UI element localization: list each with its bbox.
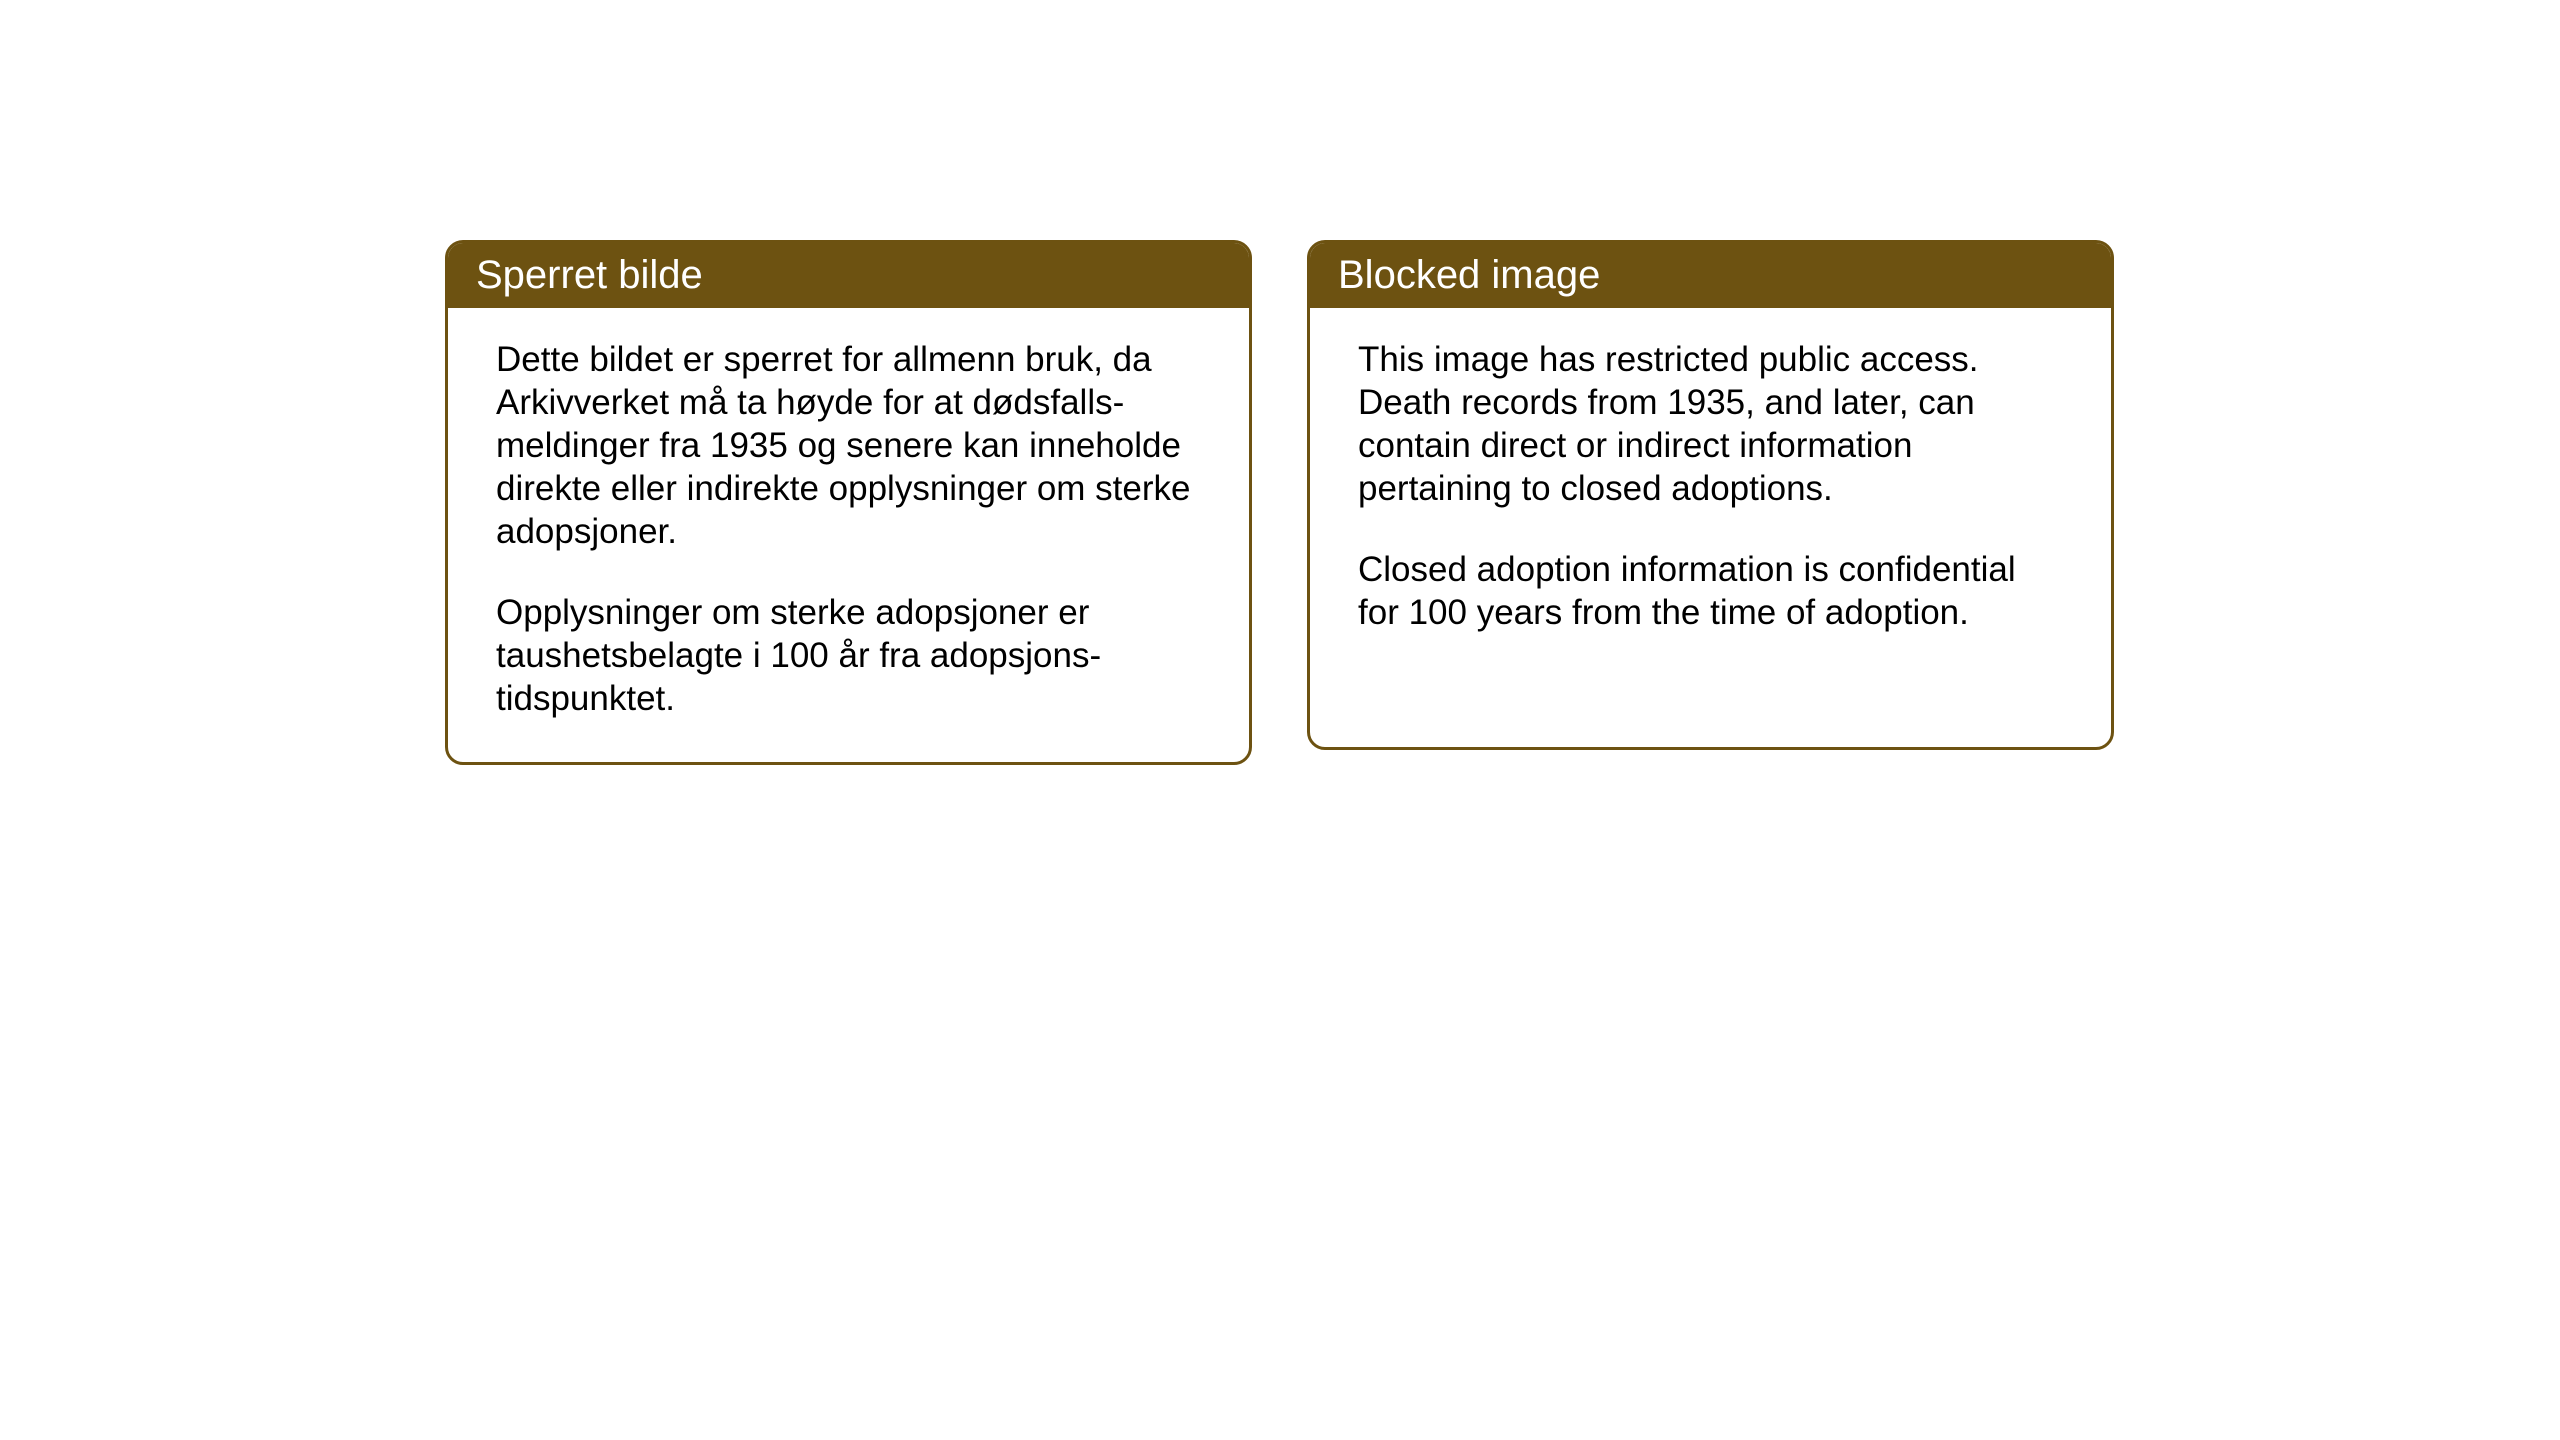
- notice-container: Sperret bilde Dette bildet er sperret fo…: [445, 240, 2114, 765]
- notice-body-norwegian: Dette bildet er sperret for allmenn bruk…: [448, 308, 1249, 762]
- notice-header-english: Blocked image: [1310, 243, 2111, 308]
- notice-card-norwegian: Sperret bilde Dette bildet er sperret fo…: [445, 240, 1252, 765]
- notice-body-english: This image has restricted public access.…: [1310, 308, 2111, 676]
- notice-paragraph-2-norwegian: Opplysninger om sterke adopsjoner er tau…: [496, 591, 1201, 720]
- notice-title-norwegian: Sperret bilde: [476, 253, 703, 297]
- notice-paragraph-2-english: Closed adoption information is confident…: [1358, 548, 2063, 634]
- notice-header-norwegian: Sperret bilde: [448, 243, 1249, 308]
- notice-title-english: Blocked image: [1338, 253, 1600, 297]
- notice-paragraph-1-norwegian: Dette bildet er sperret for allmenn bruk…: [496, 338, 1201, 553]
- notice-card-english: Blocked image This image has restricted …: [1307, 240, 2114, 750]
- notice-paragraph-1-english: This image has restricted public access.…: [1358, 338, 2063, 510]
